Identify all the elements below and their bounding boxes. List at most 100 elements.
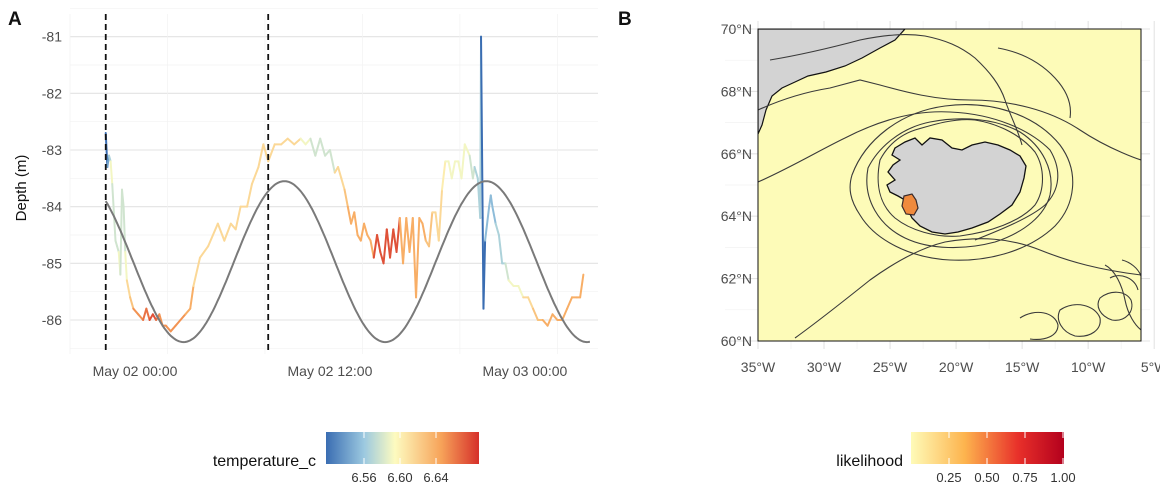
temperature-segment [504,262,510,282]
map-frame [757,28,1142,342]
panel-b-label: B [618,9,632,30]
temperature-segment [376,234,382,253]
temperature-segment [142,307,148,321]
map-area [758,29,1141,341]
temperature-segment [124,251,128,282]
temperature-segment [497,234,504,265]
map-lat-label: 64°N [721,208,752,224]
bathymetry-contours [758,34,1141,340]
temperature-tick-3: 6.64 [423,470,448,485]
temperature-segment [541,319,549,327]
temperature-segment [363,222,369,236]
temperature-segment [428,211,434,248]
temperature-segment [566,296,574,310]
temperature-segment [257,143,265,168]
map-lat-label: 62°N [721,271,752,287]
temperature-segment [207,222,219,248]
temperature-segment [280,137,289,146]
temperature-segment [382,228,388,265]
temperature-segment [359,222,366,242]
y-tick-label: -83 [42,142,62,158]
temperature-segment [460,143,466,180]
temperature-segment [111,183,115,214]
map-lon-label: 25°W [873,359,908,375]
map-lat-label: 68°N [721,83,752,99]
likelihood-legend-title: likelihood [836,453,903,470]
temperature-segment [421,222,427,242]
temperature-segment [328,149,336,174]
map-lat-label: 60°N [721,333,752,349]
temperature-segment [129,296,135,310]
map-lon-label: 20°W [939,359,974,375]
likelihood-colorbar-ticks [948,432,1064,464]
temperature-segment [120,188,125,208]
map-lon-label: 30°W [807,359,842,375]
temperature-segment [234,205,242,231]
panel-a-y-ticks: -81 -82 -83 -84 -85 -86 [42,29,62,328]
y-tick-label: -81 [42,29,62,45]
temperature-segment [546,313,554,327]
temperature-segment [366,234,372,242]
temperature-segment [192,256,201,287]
temperature-segment [216,222,226,242]
temperature-segment [250,166,260,185]
temperature-segment [109,160,114,185]
likelihood-tick-3: 0.75 [1012,470,1037,485]
iceland-landmass [886,137,1027,235]
panel-a-y-axis-label: Depth (m) [13,155,30,222]
temperature-segment [145,307,151,321]
y-tick-label: -86 [42,312,62,328]
temperature-segment [184,307,192,316]
map-lon-label: 15°W [1005,359,1040,375]
temperature-segment [507,279,515,287]
temperature-colorbar [326,432,479,464]
temperature-segment [125,279,132,299]
temperature-segment [246,183,253,208]
temperature-segment [389,228,395,259]
temperature-segment [579,273,585,299]
map-lat-label: 66°N [721,146,752,162]
temperature-segment [484,205,491,242]
temperature-segment [223,222,232,242]
temperature-segment [319,137,327,157]
temperature-segment [441,160,447,191]
temperature-segment [304,137,312,146]
temperature-segment [286,137,296,146]
temperature-segment [343,188,349,208]
panel-b-y-ticks: 60°N 62°N 64°N 66°N 68°N 70°N [721,21,752,349]
temperature-segment [418,217,424,225]
temperature-segment [337,166,343,180]
temperature-segment [372,234,379,259]
panel-a-dashed-markers [104,14,270,354]
temperature-tick-2: 6.60 [387,470,412,485]
y-tick-label: -84 [42,199,62,215]
temperature-segment [447,160,453,180]
map-lat-label: 70°N [721,21,752,37]
temperature-segment [517,285,525,299]
temperature-segment [411,217,418,299]
temperature-tick-1: 6.56 [351,470,376,485]
temperature-series [104,35,585,333]
temperature-segment [491,205,497,225]
map-lon-label: 5°W [1141,359,1160,375]
likelihood-tick-4: 1.00 [1050,470,1075,485]
temperature-segment [385,228,392,259]
panel-a-label: A [8,9,22,30]
x-tick-label: May 02 00:00 [93,363,178,379]
temperature-segment [299,137,307,146]
temperature-segment [122,205,127,253]
temperature-colorbar-ticks [363,432,437,464]
x-tick-label: May 03 00:00 [482,363,567,379]
temperature-segment [480,35,484,219]
x-tick-label: May 02 12:00 [288,363,373,379]
likelihood-hotspot [901,193,919,216]
y-tick-label: -85 [42,255,62,271]
temperature-segment [450,160,457,180]
temperature-segment [561,307,569,321]
temperature-segment [189,285,195,310]
temperature-segment [437,188,444,242]
temperature-segment [489,194,494,208]
temperature-segment [415,217,421,299]
temperature-segment [402,217,408,265]
